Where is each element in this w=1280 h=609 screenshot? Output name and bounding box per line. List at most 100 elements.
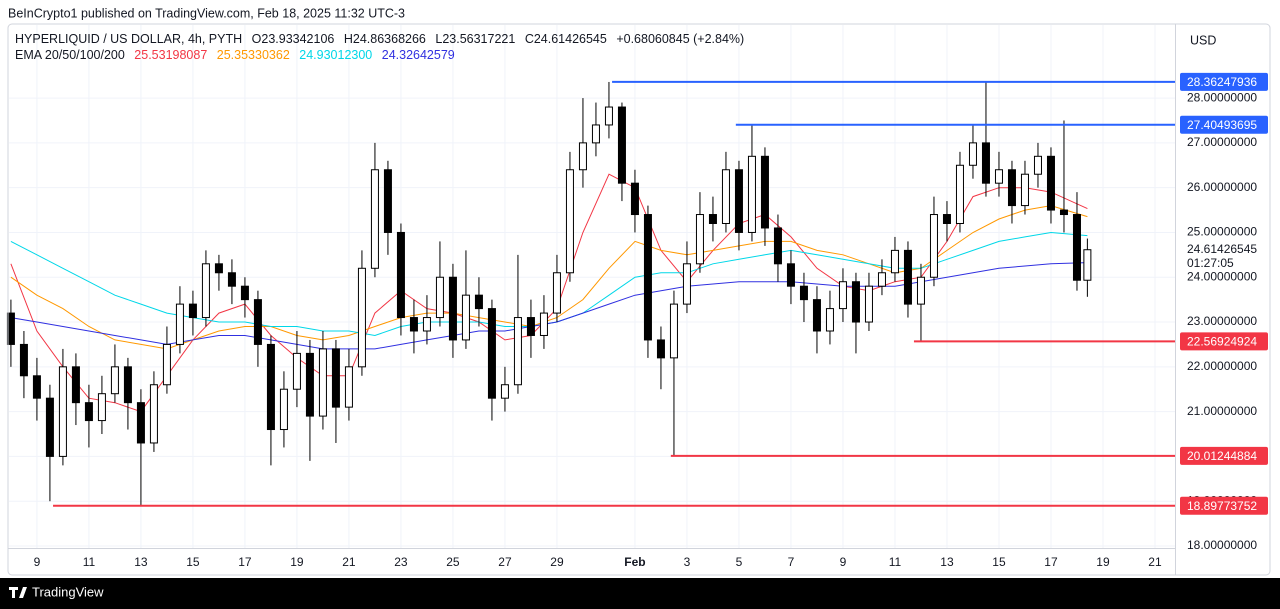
- currency: USD: [1190, 33, 1216, 47]
- candle-body: [643, 214, 652, 341]
- candle-body: [357, 267, 366, 368]
- candle-body: [422, 317, 431, 332]
- candle-body: [682, 263, 691, 305]
- ema-label: EMA 20/50/100/200: [15, 48, 125, 62]
- x-tick-label: 3: [684, 555, 691, 569]
- x-tick-label: 25: [446, 555, 460, 569]
- x-tick-label: 15: [186, 555, 200, 569]
- x-tick-label: 11: [889, 555, 902, 569]
- candle-body: [1046, 155, 1055, 211]
- candle-body: [240, 285, 249, 301]
- candle-body: [851, 281, 860, 323]
- x-tick-label: 15: [992, 555, 1006, 569]
- candle-body: [955, 164, 964, 224]
- x-tick-label: 17: [1044, 555, 1058, 569]
- candle-body: [1020, 173, 1029, 207]
- candle-body: [981, 142, 990, 184]
- candle-body: [903, 249, 912, 305]
- candle-body: [591, 124, 600, 144]
- x-tick-label: 13: [940, 555, 954, 569]
- level-label-box: [1180, 496, 1268, 515]
- symbol-legend: HYPERLIQUID / US DOLLAR, 4h, PYTH O23.93…: [15, 32, 744, 46]
- candle-body: [916, 276, 925, 305]
- candle-body: [344, 366, 353, 408]
- x-tick-label: 21: [1148, 555, 1162, 569]
- x-tick-label: 9: [840, 555, 847, 569]
- candle-body: [292, 352, 301, 390]
- x-tick-label: 19: [290, 555, 304, 569]
- candle-body: [19, 343, 28, 377]
- candle-body: [539, 312, 548, 336]
- countdown: 01:27:05: [1187, 256, 1234, 270]
- candle-body: [656, 339, 665, 359]
- ema-value: 24.93012300: [299, 48, 372, 62]
- chart-frame: [7, 23, 1271, 576]
- candle-body: [838, 281, 847, 310]
- candle-body: [708, 214, 717, 224]
- level-label: 28.36247936: [1187, 75, 1257, 89]
- candle-body: [929, 214, 938, 278]
- symbol: HYPERLIQUID / US DOLLAR, 4h, PYTH: [15, 32, 242, 46]
- candle-body: [175, 303, 184, 345]
- change: +0.68060845 (+2.84%): [616, 32, 744, 46]
- x-tick-label: 11: [83, 555, 96, 569]
- candle-body: [994, 169, 1003, 184]
- candle-body: [669, 303, 678, 359]
- candle-body: [474, 294, 483, 310]
- candle-body: [630, 182, 639, 216]
- time-axis-border: [8, 548, 1175, 549]
- candle-body: [123, 366, 132, 404]
- candle-body: [825, 308, 834, 332]
- candle-body: [1072, 214, 1081, 281]
- candle-body: [227, 272, 236, 287]
- level-label-box: [1180, 115, 1268, 134]
- candle-body: [331, 348, 340, 408]
- ema-value: 25.35330362: [217, 48, 290, 62]
- ohlc-value: 24.86368266: [353, 32, 426, 46]
- y-tick-label: 25.00000000: [1187, 225, 1257, 239]
- x-tick-label: 21: [342, 555, 356, 569]
- y-tick-label: 18.00000000: [1187, 538, 1257, 552]
- candle-body: [188, 303, 197, 319]
- candle-body: [500, 384, 509, 399]
- candle-body: [110, 366, 119, 395]
- level-label-box: [1180, 72, 1268, 91]
- y-tick-label: 23.00000000: [1187, 314, 1257, 328]
- candle-body: [1059, 209, 1068, 216]
- candle-body: [812, 299, 821, 332]
- candle-body: [747, 155, 756, 233]
- level-label: 20.01244884: [1187, 449, 1257, 463]
- brand: TradingView: [32, 584, 104, 599]
- candle-body: [383, 169, 392, 233]
- candle-body: [318, 348, 327, 417]
- ohlc-label: L: [435, 32, 442, 46]
- candle-body: [448, 276, 457, 341]
- candle-body: [461, 294, 470, 341]
- candle-body: [58, 366, 67, 457]
- ema-value: 24.32642579: [382, 48, 455, 62]
- candle-body: [1033, 155, 1042, 175]
- candle-body: [526, 317, 535, 336]
- ohlc-label: H: [344, 32, 353, 46]
- candle-body: [695, 214, 704, 265]
- candle-body: [552, 272, 561, 314]
- candle-body: [149, 384, 158, 444]
- y-tick-label: 24.00000000: [1187, 269, 1257, 283]
- y-tick-label: 21.00000000: [1187, 404, 1257, 418]
- x-tick-label: 29: [550, 555, 564, 569]
- candle-body: [45, 397, 54, 457]
- y-tick-label: 26.00000000: [1187, 180, 1257, 194]
- candle-body: [136, 402, 145, 444]
- candle-body: [305, 352, 314, 417]
- candle-body: [370, 169, 379, 269]
- candle-body: [799, 285, 808, 301]
- candle-body: [578, 142, 587, 171]
- candle-body: [32, 375, 41, 399]
- candle-body: [604, 106, 613, 126]
- x-tick-label: 13: [134, 555, 148, 569]
- level-label: 18.89773752: [1187, 499, 1257, 513]
- candle-body: [487, 308, 496, 399]
- candle-body: [435, 276, 444, 319]
- level-label-box: [1180, 332, 1268, 351]
- candle-body: [97, 393, 106, 422]
